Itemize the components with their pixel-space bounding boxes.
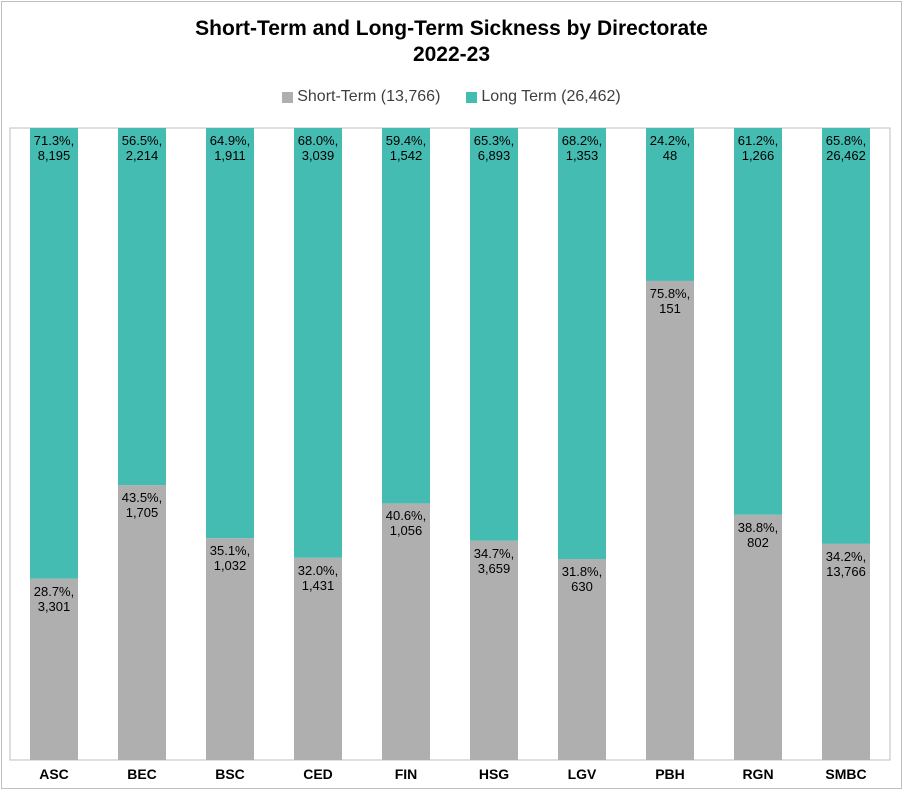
bar-segment [206, 538, 254, 760]
data-label: 31.8%, 630 [561, 564, 603, 595]
chart-title: Short-Term and Long-Term Sickness by Dir… [195, 17, 708, 66]
data-label: 34.2%, 13,766 [825, 548, 867, 579]
x-tick-label: CED [303, 766, 333, 782]
data-label: 68.2%, 1,353 [561, 133, 603, 163]
legend-swatch [466, 91, 478, 103]
legend-label: Short-Term (13,766) [297, 88, 441, 105]
bar-segment [822, 543, 870, 760]
bar-segment [646, 280, 694, 760]
data-label: 68.0%, 3,039 [297, 133, 339, 163]
legend-label: Long Term (26,462) [481, 88, 621, 105]
legend-item: Short-Term (13,766) [282, 88, 440, 106]
legend: Short-Term (13,766) Long Term (26,462) [0, 88, 903, 106]
bar-segment [118, 485, 166, 760]
bar-segment [382, 503, 430, 760]
bar-segment [294, 557, 342, 760]
bar-segment [382, 128, 430, 504]
bar-segment [734, 128, 782, 515]
data-label: 38.8%, 802 [737, 519, 779, 550]
data-label: 34.7%, 3,659 [473, 545, 515, 576]
data-label: 75.8%, 151 [649, 285, 691, 316]
data-label: 59.4%, 1,542 [385, 133, 427, 163]
plot-border [9, 127, 891, 761]
data-label: 56.5%, 2,214 [121, 133, 163, 163]
data-label: 61.2%, 1,266 [737, 133, 779, 163]
x-tick-label: LGV [567, 766, 597, 782]
bar-segment [118, 128, 166, 486]
x-tick-label: ASC [39, 766, 69, 782]
bar-segment [30, 128, 78, 579]
bar-segment [558, 128, 606, 560]
bar-segment [470, 128, 518, 541]
bar-segment [470, 540, 518, 760]
bar-segment [734, 514, 782, 760]
x-tick-label: BSC [215, 766, 245, 782]
x-tick-label: BEC [127, 766, 157, 782]
data-label: 71.3%, 8,195 [33, 133, 75, 163]
legend-swatch [282, 91, 294, 103]
x-tick-label: PBH [655, 766, 685, 782]
data-label: 65.8%, 26,462 [825, 133, 867, 163]
x-tick-label: RGN [742, 766, 774, 782]
x-tick-label: SMBC [825, 766, 867, 782]
bar-segment [646, 128, 694, 281]
data-label: 24.2%, 48 [649, 133, 691, 163]
bar-segment [30, 578, 78, 760]
data-label: 65.3%, 6,893 [473, 133, 515, 163]
data-label: 35.1%, 1,032 [209, 543, 251, 574]
x-tick-label: FIN [394, 766, 418, 782]
x-tick-label: HSG [478, 766, 510, 782]
bar-segment [558, 559, 606, 760]
bar-segment [822, 128, 870, 544]
data-label: 43.5%, 1,705 [121, 490, 163, 521]
data-label: 32.0%, 1,431 [297, 562, 339, 593]
data-label: 64.9%, 1,911 [209, 133, 251, 163]
data-label: 28.7%, 3,301 [33, 583, 75, 614]
bar-segment [206, 128, 254, 539]
data-label: 40.6%, 1,056 [385, 508, 427, 539]
bar-segment [294, 128, 342, 558]
legend-item: Long Term (26,462) [466, 88, 621, 106]
